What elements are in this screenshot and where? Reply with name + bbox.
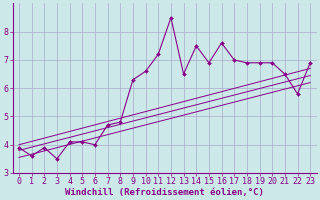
- X-axis label: Windchill (Refroidissement éolien,°C): Windchill (Refroidissement éolien,°C): [65, 188, 264, 197]
